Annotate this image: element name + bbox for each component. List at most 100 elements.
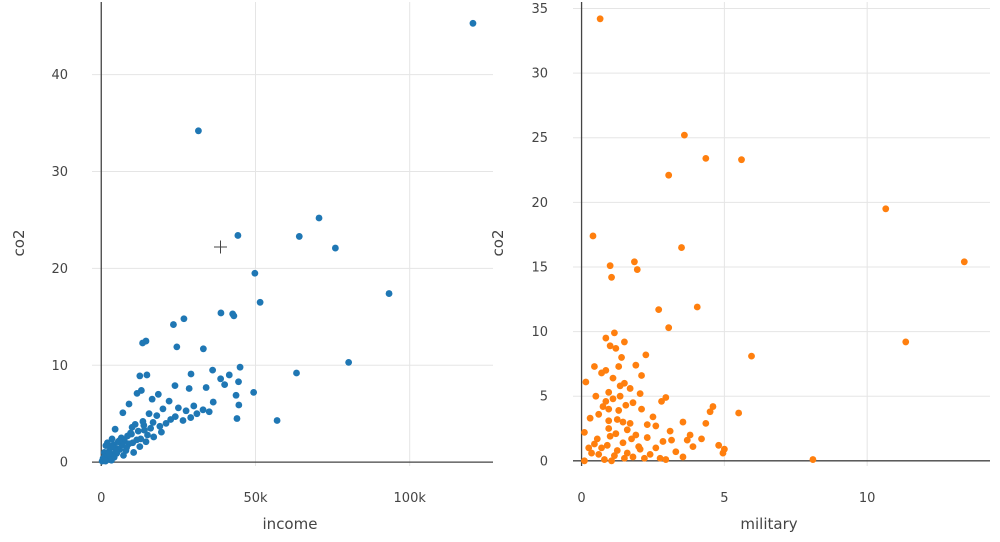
income-scatter-point[interactable] <box>144 431 151 439</box>
income-scatter-point[interactable] <box>170 321 177 328</box>
income-scatter-point[interactable] <box>234 232 242 239</box>
military-scatter-point[interactable] <box>621 338 628 346</box>
income-scatter-point[interactable] <box>273 417 281 424</box>
income-scatter-point[interactable] <box>217 375 225 383</box>
military-scatter-point[interactable] <box>638 372 645 379</box>
income-scatter-point[interactable] <box>230 312 238 320</box>
income-scatter-point[interactable] <box>150 433 158 441</box>
income-scatter-point[interactable] <box>108 456 115 464</box>
military-scatter-point[interactable] <box>902 338 910 346</box>
income-scatter-point[interactable] <box>136 372 144 380</box>
military-scatter-point[interactable] <box>588 449 595 457</box>
income-scatter-point[interactable] <box>140 421 148 429</box>
military-scatter-point[interactable] <box>616 392 624 400</box>
military-scatter-point[interactable] <box>605 405 613 413</box>
income-scatter-point[interactable] <box>156 422 164 430</box>
income-scatter-point[interactable] <box>315 214 323 222</box>
income-scatter-point[interactable] <box>173 343 181 351</box>
military-scatter-point[interactable] <box>619 439 627 447</box>
military-scatter-point[interactable] <box>598 444 605 452</box>
military-scatter-point[interactable] <box>652 422 660 430</box>
income-scatter-point[interactable] <box>134 427 142 435</box>
military-scatter-point[interactable] <box>615 407 623 414</box>
income-scatter-point[interactable] <box>295 233 303 240</box>
income-scatter-point[interactable] <box>123 444 130 451</box>
income-scatter-point[interactable] <box>180 315 188 323</box>
military-scatter-point[interactable] <box>599 403 607 410</box>
income-scatter-point[interactable] <box>190 402 198 410</box>
military-scatter-point[interactable] <box>615 363 623 370</box>
military-scatter-point[interactable] <box>642 351 650 359</box>
military-scatter-point[interactable] <box>611 329 618 337</box>
military-scatter-point[interactable] <box>698 435 705 443</box>
military-scatter-point[interactable] <box>658 397 665 405</box>
military-scatter-point[interactable] <box>595 450 603 458</box>
military-scatter-point[interactable] <box>619 418 627 426</box>
income-scatter-point[interactable] <box>193 410 201 418</box>
military-scatter-point[interactable] <box>608 273 615 281</box>
military-scatter-point[interactable] <box>622 401 630 409</box>
military-scatter-point[interactable] <box>635 443 643 451</box>
income-scatter-point[interactable] <box>149 419 157 426</box>
military-scatter-point[interactable] <box>678 244 685 251</box>
income-scatter-point[interactable] <box>102 457 109 465</box>
military-scatter-point[interactable] <box>581 428 588 436</box>
military-scatter-point[interactable] <box>702 419 710 427</box>
military-scatter-point[interactable] <box>589 232 597 240</box>
military-scatter-point[interactable] <box>882 205 890 213</box>
military-scatter-point[interactable] <box>626 419 634 427</box>
income-scatter-point[interactable] <box>171 413 179 420</box>
military-scatter-point[interactable] <box>626 385 634 392</box>
military-scatter-point[interactable] <box>605 417 613 425</box>
military-scatter-point[interactable] <box>632 431 640 439</box>
military-scatter-point[interactable] <box>605 425 613 432</box>
income-scatter-point[interactable] <box>209 366 217 374</box>
income-scatter-point[interactable] <box>174 404 182 412</box>
military-scatter-point[interactable] <box>605 388 613 396</box>
military-scatter-point[interactable] <box>633 266 641 273</box>
military-scatter-point[interactable] <box>609 395 617 403</box>
military-scatter-point[interactable] <box>662 456 670 463</box>
military-scatter-point[interactable] <box>585 444 593 452</box>
military-scatter-point[interactable] <box>679 453 687 461</box>
income-scatter-point[interactable] <box>385 290 393 297</box>
military-scatter-point[interactable] <box>738 156 745 164</box>
military-scatter-point[interactable] <box>603 441 611 449</box>
military-scatter-point[interactable] <box>608 457 615 465</box>
military-scatter-point[interactable] <box>602 334 610 342</box>
income-scatter-point[interactable] <box>182 407 190 415</box>
military-scatter-point[interactable] <box>632 361 640 369</box>
military-scatter-point[interactable] <box>748 352 755 360</box>
military-scatter-point[interactable] <box>621 454 628 462</box>
income-scatter-point[interactable] <box>251 269 259 277</box>
income-scatter-point[interactable] <box>147 424 155 432</box>
income-scatter-point[interactable] <box>233 415 241 422</box>
income-scatter-point[interactable] <box>256 298 264 306</box>
military-scatter-point[interactable] <box>598 369 605 377</box>
military-scatter-point[interactable] <box>629 399 637 407</box>
military-scatter-point[interactable] <box>591 440 598 448</box>
military-scatter-point[interactable] <box>613 447 621 454</box>
military-scatter-point[interactable] <box>659 438 667 445</box>
income-scatter-point[interactable] <box>165 397 173 405</box>
military-scatter-point[interactable] <box>636 390 644 398</box>
military-scatter-point[interactable] <box>686 431 694 439</box>
military-scatter-point[interactable] <box>655 306 663 314</box>
military-scatter-point[interactable] <box>582 378 590 386</box>
income-scatter-point[interactable] <box>129 439 137 447</box>
income-scatter-point[interactable] <box>130 449 138 456</box>
military-scatter-point[interactable] <box>719 449 727 457</box>
military-scatter-point[interactable] <box>689 443 697 451</box>
income-scatter-point[interactable] <box>221 381 229 389</box>
income-scatter-point[interactable] <box>187 370 195 378</box>
income-scatter-point[interactable] <box>162 419 170 427</box>
income-scatter-point[interactable] <box>345 358 353 366</box>
income-scatter-point[interactable] <box>469 19 477 27</box>
income-scatter-point[interactable] <box>235 378 242 386</box>
military-scatter-point[interactable] <box>612 344 620 352</box>
military-scatter-point[interactable] <box>595 410 603 418</box>
military-co2-panel[interactable]: 0 5 10 0 5 10 15 20 25 30 35 military co2 <box>489 2 990 533</box>
income-scatter-point[interactable] <box>217 309 225 317</box>
income-scatter-point[interactable] <box>158 428 165 436</box>
military-scatter-point[interactable] <box>680 131 688 139</box>
